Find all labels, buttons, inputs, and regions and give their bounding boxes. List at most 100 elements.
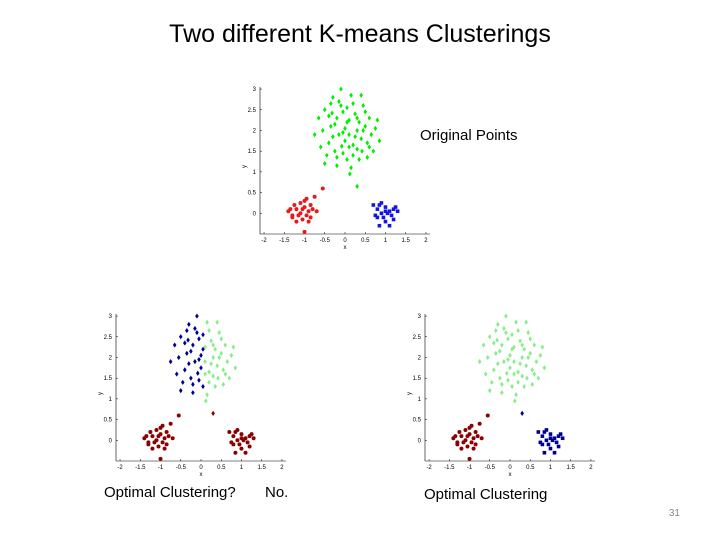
data-point (327, 140, 331, 146)
data-point (217, 330, 222, 336)
data-point (213, 346, 217, 352)
data-point (197, 356, 201, 363)
data-point (152, 440, 157, 445)
data-point (199, 365, 203, 371)
data-point (160, 440, 165, 445)
x-tick-label: 0.5 (526, 465, 535, 471)
data-point (345, 156, 349, 163)
data-point (235, 427, 240, 432)
data-point (522, 383, 526, 390)
data-point (341, 129, 345, 136)
data-point (500, 342, 504, 348)
data-point (538, 440, 543, 445)
data-point (506, 356, 510, 363)
data-point (479, 436, 484, 441)
data-point (516, 369, 520, 375)
data-point (492, 367, 496, 373)
data-point (304, 196, 309, 201)
data-point (156, 434, 161, 439)
data-point (502, 325, 506, 332)
data-point (324, 152, 329, 158)
data-point (168, 421, 173, 426)
data-point (201, 383, 205, 390)
data-point (176, 413, 181, 418)
data-point (178, 334, 183, 340)
data-point (211, 354, 215, 361)
data-point (526, 330, 531, 336)
y-tick-label: 2 (418, 355, 422, 361)
data-point (473, 442, 478, 447)
data-point (542, 450, 547, 455)
data-point (290, 213, 295, 218)
data-point (495, 337, 499, 343)
data-point (504, 370, 509, 376)
data-point (172, 342, 177, 348)
data-point (546, 442, 551, 447)
data-point (245, 440, 250, 445)
data-point (552, 450, 557, 455)
data-point (520, 373, 524, 379)
data-point (465, 434, 470, 439)
data-point (371, 203, 376, 207)
data-point (389, 213, 394, 218)
data-point (351, 142, 355, 148)
data-point (355, 127, 359, 134)
data-point (189, 348, 193, 354)
y-axis-label: y (98, 392, 104, 395)
data-point (166, 434, 171, 439)
x-tick-label: -2 (426, 465, 432, 471)
data-point (504, 330, 508, 336)
data-point (298, 200, 303, 205)
data-point (538, 352, 543, 359)
y-tick-label: 0 (253, 211, 257, 217)
data-point (216, 375, 220, 381)
data-point (187, 361, 191, 367)
data-point (375, 215, 380, 220)
data-point (542, 430, 547, 434)
data-point (355, 115, 359, 121)
data-point (314, 209, 319, 214)
data-point (485, 413, 490, 418)
data-point (195, 330, 199, 336)
data-point (174, 371, 179, 377)
data-point (348, 171, 352, 177)
x-tick-label: -0.5 (485, 465, 496, 471)
data-point (164, 430, 169, 435)
data-point (207, 327, 211, 334)
x-tick-label: 1 (240, 465, 244, 471)
data-point (381, 215, 386, 220)
data-point (292, 203, 297, 208)
y-tick-label: 2 (253, 128, 257, 134)
data-point (148, 430, 153, 435)
x-axis-label: x (344, 245, 347, 251)
data-point (343, 125, 347, 132)
data-point (330, 110, 334, 116)
x-tick-label: 2 (589, 465, 593, 471)
data-point (513, 398, 517, 404)
data-point (329, 100, 333, 107)
data-point (237, 442, 242, 447)
data-point (211, 410, 215, 416)
x-tick-label: -1 (158, 465, 164, 471)
data-point (322, 107, 327, 113)
data-point (363, 123, 368, 129)
data-point (203, 371, 207, 377)
x-tick-label: -0.5 (320, 238, 331, 244)
data-point (520, 342, 524, 348)
x-axis-label: x (509, 472, 512, 478)
data-point (221, 367, 226, 373)
data-point (199, 352, 203, 359)
y-tick-label: 0.5 (248, 191, 257, 197)
data-point (329, 123, 333, 129)
data-point (560, 436, 565, 441)
data-point (522, 346, 526, 352)
data-point (189, 375, 193, 381)
data-point (475, 434, 480, 439)
data-point (337, 132, 341, 138)
data-point (525, 375, 529, 381)
caption-suboptimal-question: Optimal Clustering? (104, 484, 236, 501)
data-point (156, 444, 161, 449)
data-point (365, 140, 370, 146)
x-tick-label: 0 (343, 238, 347, 244)
data-point (367, 144, 372, 150)
